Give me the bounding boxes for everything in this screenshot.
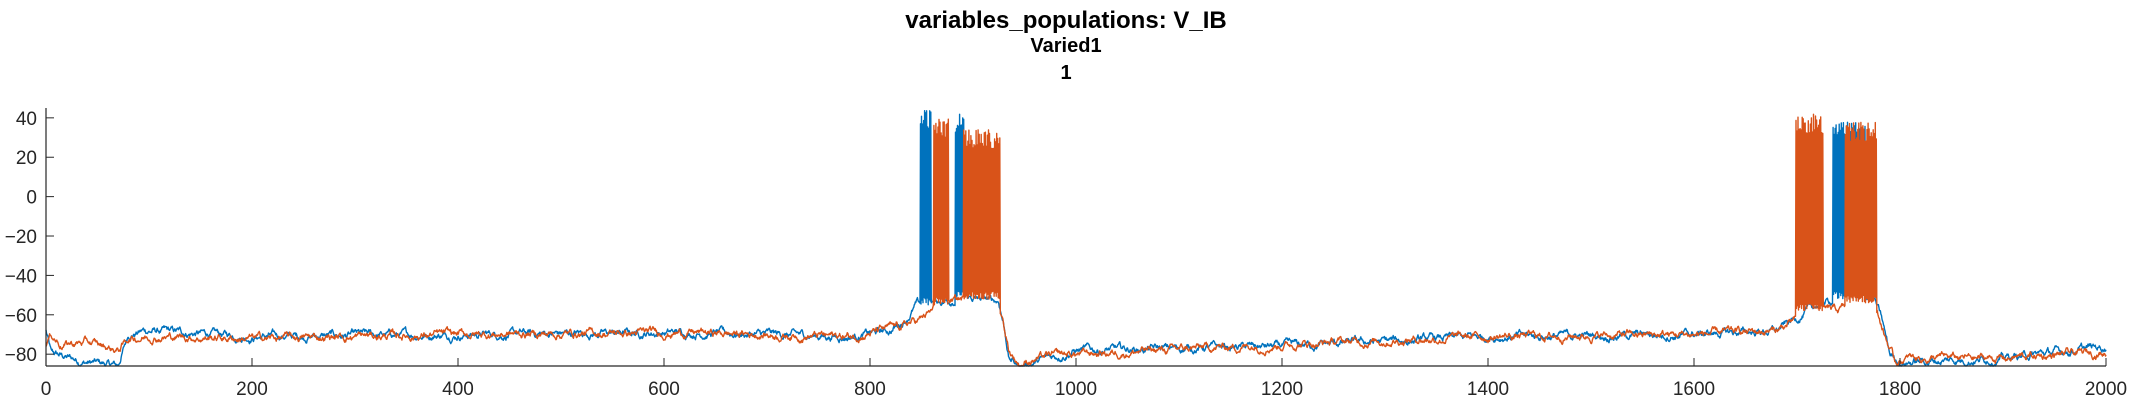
y-tick-label: −20 bbox=[5, 227, 37, 248]
series-1-line bbox=[45, 109, 2107, 367]
x-tick-label: 1600 bbox=[1673, 379, 1715, 400]
x-tick-label: 400 bbox=[442, 379, 474, 400]
y-tick-label: 20 bbox=[16, 148, 37, 169]
plot-area bbox=[46, 108, 2106, 366]
series-2-line bbox=[45, 113, 2107, 367]
x-tick-label: 2000 bbox=[2085, 379, 2127, 400]
y-tick-label: −60 bbox=[5, 306, 37, 327]
chart-subtitle-2: 1 bbox=[1060, 62, 1071, 84]
chart-title: variables_populations: V_IB bbox=[905, 7, 1226, 34]
y-tick-label: 0 bbox=[26, 188, 37, 209]
axes-layer: 0 200 400 600 800 1000 1200 1400 1600 1800 2000402… bbox=[5, 108, 2127, 400]
y-tick-label: −40 bbox=[5, 266, 37, 287]
plot-background bbox=[46, 108, 2106, 366]
x-tick-label: 1200 bbox=[1261, 379, 1303, 400]
series-2 bbox=[45, 113, 2107, 367]
x-tick-label: 800 bbox=[854, 379, 886, 400]
series-layer bbox=[45, 109, 2107, 367]
y-tick-label: −80 bbox=[5, 345, 37, 366]
series-1 bbox=[45, 109, 2107, 367]
x-tick-label: 600 bbox=[648, 379, 680, 400]
x-tick-label: 0 bbox=[41, 379, 52, 400]
y-tick-label: 40 bbox=[16, 109, 37, 130]
chart-subtitle-1: Varied1 bbox=[1030, 35, 1101, 57]
x-tick-label: 1000 bbox=[1055, 379, 1097, 400]
x-tick-label: 200 bbox=[236, 379, 268, 400]
x-tick-label: 1800 bbox=[1879, 379, 1921, 400]
x-tick-label: 1400 bbox=[1467, 379, 1509, 400]
